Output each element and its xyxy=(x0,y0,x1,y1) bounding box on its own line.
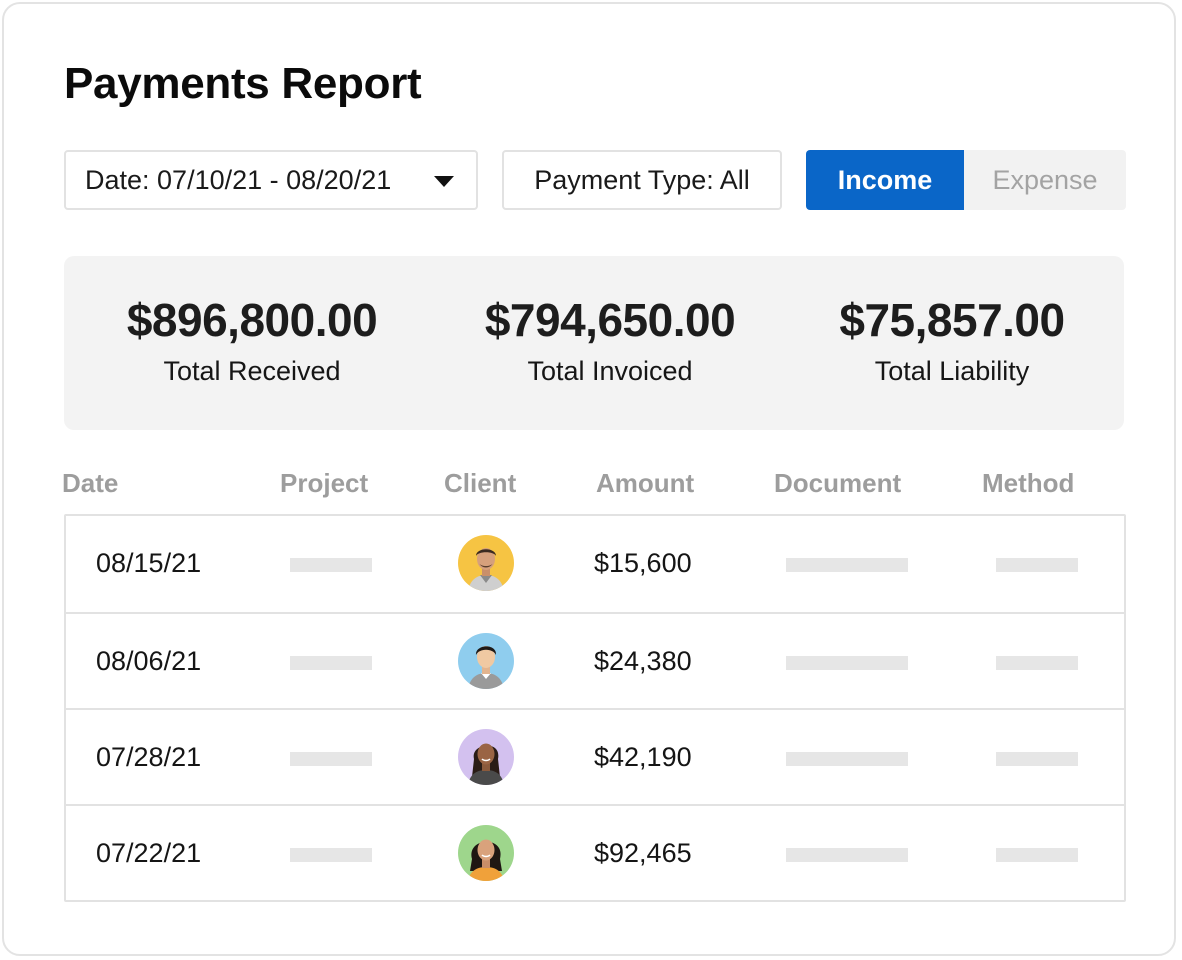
summary-panel: $896,800.00 Total Received $794,650.00 T… xyxy=(64,256,1124,430)
total-invoiced-label: Total Invoiced xyxy=(527,356,693,386)
total-invoiced-stat: $794,650.00 Total Invoiced xyxy=(450,292,770,388)
table-row[interactable]: 07/28/21 $42,190 xyxy=(66,708,1124,804)
client-avatar xyxy=(458,825,514,881)
row-amount: $15,600 xyxy=(594,548,692,578)
date-range-label: Date: 07/10/21 - 08/20/21 xyxy=(85,164,392,195)
row-date: 08/15/21 xyxy=(96,548,202,578)
payment-type-label: Payment Type: All xyxy=(534,164,750,195)
client-avatar xyxy=(458,729,514,785)
row-date: 07/22/21 xyxy=(96,838,202,868)
project-placeholder xyxy=(290,848,372,862)
date-range-dropdown[interactable]: Date: 07/10/21 - 08/20/21 xyxy=(64,150,478,210)
row-amount: $92,465 xyxy=(594,838,692,868)
payments-table: 08/15/21 $15,600 08/06/21 xyxy=(64,514,1126,902)
client-avatar xyxy=(458,633,514,689)
chevron-down-icon xyxy=(434,176,454,187)
column-header-client: Client xyxy=(444,468,517,498)
method-placeholder xyxy=(996,656,1078,670)
row-date: 07/28/21 xyxy=(96,742,202,772)
total-received-label: Total Received xyxy=(163,356,341,386)
document-placeholder xyxy=(786,752,908,766)
project-placeholder xyxy=(290,656,372,670)
total-liability-value: $75,857.00 xyxy=(839,294,1065,346)
project-placeholder xyxy=(290,558,372,572)
column-header-document: Document xyxy=(774,468,902,498)
total-liability-stat: $75,857.00 Total Liability xyxy=(792,292,1112,388)
project-placeholder xyxy=(290,752,372,766)
total-invoiced-value: $794,650.00 xyxy=(484,294,736,346)
expense-toggle-button[interactable]: Expense xyxy=(964,150,1126,210)
row-amount: $24,380 xyxy=(594,646,692,676)
table-row[interactable]: 07/22/21 $92,465 xyxy=(66,804,1124,900)
page-title: Payments Report xyxy=(64,59,422,108)
row-amount: $42,190 xyxy=(594,742,692,772)
column-header-date: Date xyxy=(62,468,119,498)
document-placeholder xyxy=(786,848,908,862)
table-row[interactable]: 08/06/21 $24,380 xyxy=(66,612,1124,708)
income-expense-toggle: Income Expense xyxy=(806,150,1126,210)
total-liability-label: Total Liability xyxy=(874,356,1030,386)
method-placeholder xyxy=(996,558,1078,572)
total-received-stat: $896,800.00 Total Received xyxy=(92,292,412,388)
document-placeholder xyxy=(786,558,908,572)
total-received-value: $896,800.00 xyxy=(126,294,378,346)
method-placeholder xyxy=(996,752,1078,766)
document-placeholder xyxy=(786,656,908,670)
column-header-project: Project xyxy=(280,468,369,498)
column-header-method: Method xyxy=(982,468,1075,498)
column-header-amount: Amount xyxy=(596,468,695,498)
table-row[interactable]: 08/15/21 $15,600 xyxy=(66,516,1124,612)
row-date: 08/06/21 xyxy=(96,646,202,676)
payment-type-filter[interactable]: Payment Type: All xyxy=(502,150,782,210)
method-placeholder xyxy=(996,848,1078,862)
income-toggle-button[interactable]: Income xyxy=(806,150,964,210)
client-avatar xyxy=(458,535,514,591)
